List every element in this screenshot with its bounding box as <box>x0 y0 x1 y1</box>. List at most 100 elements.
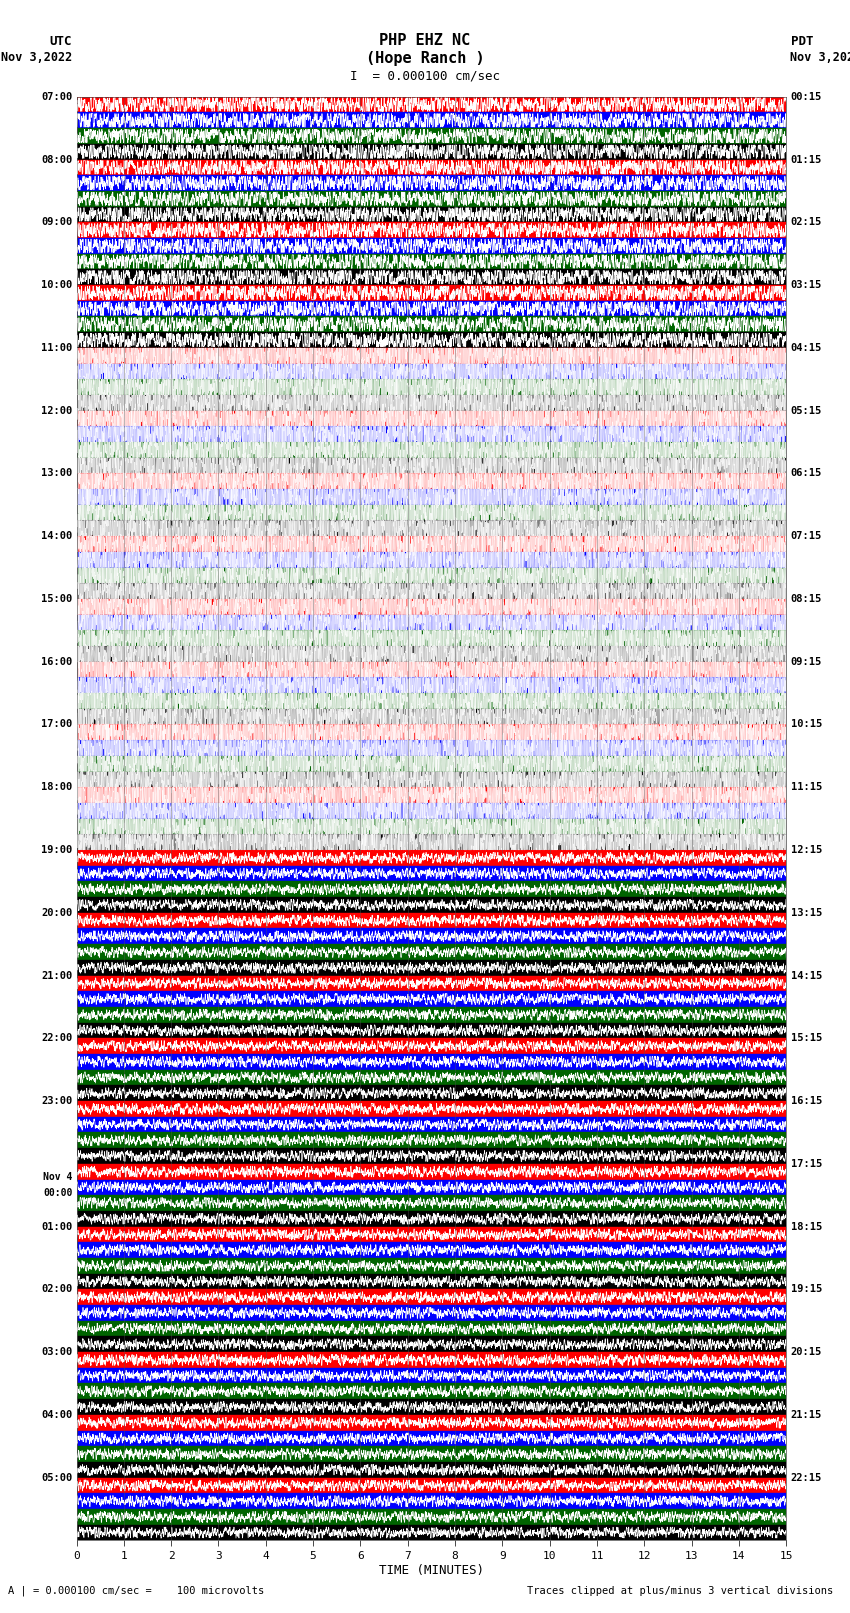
Text: (Hope Ranch ): (Hope Ranch ) <box>366 50 484 66</box>
Text: 13:15: 13:15 <box>790 908 822 918</box>
Bar <box>76 771 786 787</box>
Bar <box>76 395 786 411</box>
Text: 05:00: 05:00 <box>41 1473 72 1482</box>
Bar <box>76 803 786 819</box>
Text: 11:15: 11:15 <box>790 782 822 792</box>
Bar <box>76 631 786 645</box>
Bar <box>76 897 786 913</box>
Bar <box>76 850 786 866</box>
Bar <box>76 1274 786 1289</box>
Bar <box>76 1179 786 1195</box>
Bar <box>76 176 786 190</box>
Bar <box>76 661 786 677</box>
Bar <box>76 1478 786 1494</box>
Bar <box>76 1226 786 1242</box>
Text: 09:00: 09:00 <box>41 218 72 227</box>
Text: 20:15: 20:15 <box>790 1347 822 1357</box>
Bar <box>76 1384 786 1398</box>
Bar <box>76 1211 786 1226</box>
Bar <box>76 1069 786 1086</box>
Bar <box>76 598 786 615</box>
Bar <box>76 1102 786 1116</box>
Bar <box>76 316 786 332</box>
Bar <box>76 819 786 834</box>
Text: Traces clipped at plus/minus 3 vertical divisions: Traces clipped at plus/minus 3 vertical … <box>527 1586 833 1595</box>
Bar <box>76 1289 786 1305</box>
Text: PHP EHZ NC: PHP EHZ NC <box>379 32 471 48</box>
Bar <box>76 1116 786 1132</box>
Bar <box>76 834 786 850</box>
Bar <box>76 536 786 552</box>
Text: 18:15: 18:15 <box>790 1221 822 1232</box>
Text: 04:00: 04:00 <box>41 1410 72 1419</box>
Bar <box>76 300 786 316</box>
Text: 12:00: 12:00 <box>41 405 72 416</box>
Bar <box>76 190 786 206</box>
Bar <box>76 1368 786 1384</box>
X-axis label: TIME (MINUTES): TIME (MINUTES) <box>379 1563 484 1576</box>
Text: 08:15: 08:15 <box>790 594 822 603</box>
Bar <box>76 363 786 379</box>
Text: 15:00: 15:00 <box>41 594 72 603</box>
Bar <box>76 708 786 724</box>
Bar <box>76 584 786 598</box>
Bar <box>76 1039 786 1053</box>
Text: 14:15: 14:15 <box>790 971 822 981</box>
Text: 02:15: 02:15 <box>790 218 822 227</box>
Text: 12:15: 12:15 <box>790 845 822 855</box>
Text: 09:15: 09:15 <box>790 656 822 666</box>
Text: Nov 4: Nov 4 <box>42 1171 72 1182</box>
Text: 10:15: 10:15 <box>790 719 822 729</box>
Bar <box>76 426 786 442</box>
Bar <box>76 144 786 160</box>
Text: 07:15: 07:15 <box>790 531 822 540</box>
Bar <box>76 1007 786 1023</box>
Bar <box>76 976 786 992</box>
Text: A | = 0.000100 cm/sec =    100 microvolts: A | = 0.000100 cm/sec = 100 microvolts <box>8 1586 264 1597</box>
Bar <box>76 442 786 458</box>
Bar <box>76 1148 786 1165</box>
Bar <box>76 1398 786 1415</box>
Text: 19:15: 19:15 <box>790 1284 822 1294</box>
Text: 16:00: 16:00 <box>41 656 72 666</box>
Text: 02:00: 02:00 <box>41 1284 72 1294</box>
Bar <box>76 411 786 426</box>
Text: 21:15: 21:15 <box>790 1410 822 1419</box>
Bar <box>76 913 786 929</box>
Bar <box>76 929 786 944</box>
Bar <box>76 379 786 395</box>
Bar <box>76 1447 786 1461</box>
Bar <box>76 787 786 803</box>
Bar <box>76 677 786 694</box>
Bar <box>76 348 786 363</box>
Bar <box>76 269 786 286</box>
Bar <box>76 1524 786 1540</box>
Text: 19:00: 19:00 <box>41 845 72 855</box>
Text: 11:00: 11:00 <box>41 344 72 353</box>
Bar <box>76 1195 786 1211</box>
Bar <box>76 568 786 584</box>
Text: 01:00: 01:00 <box>41 1221 72 1232</box>
Text: 08:00: 08:00 <box>41 155 72 165</box>
Text: 17:00: 17:00 <box>41 719 72 729</box>
Text: 23:00: 23:00 <box>41 1097 72 1107</box>
Bar <box>76 1461 786 1478</box>
Text: PDT: PDT <box>790 35 813 48</box>
Text: 13:00: 13:00 <box>41 468 72 479</box>
Bar <box>76 960 786 976</box>
Text: 14:00: 14:00 <box>41 531 72 540</box>
Bar <box>76 239 786 253</box>
Bar <box>76 1053 786 1069</box>
Text: 01:15: 01:15 <box>790 155 822 165</box>
Bar <box>76 866 786 881</box>
Text: 03:00: 03:00 <box>41 1347 72 1357</box>
Bar <box>76 756 786 771</box>
Bar <box>76 694 786 708</box>
Text: 16:15: 16:15 <box>790 1097 822 1107</box>
Bar <box>76 645 786 661</box>
Bar <box>76 1305 786 1321</box>
Text: 00:00: 00:00 <box>42 1187 72 1198</box>
Text: Nov 3,2022: Nov 3,2022 <box>1 52 72 65</box>
Bar <box>76 97 786 113</box>
Text: 04:15: 04:15 <box>790 344 822 353</box>
